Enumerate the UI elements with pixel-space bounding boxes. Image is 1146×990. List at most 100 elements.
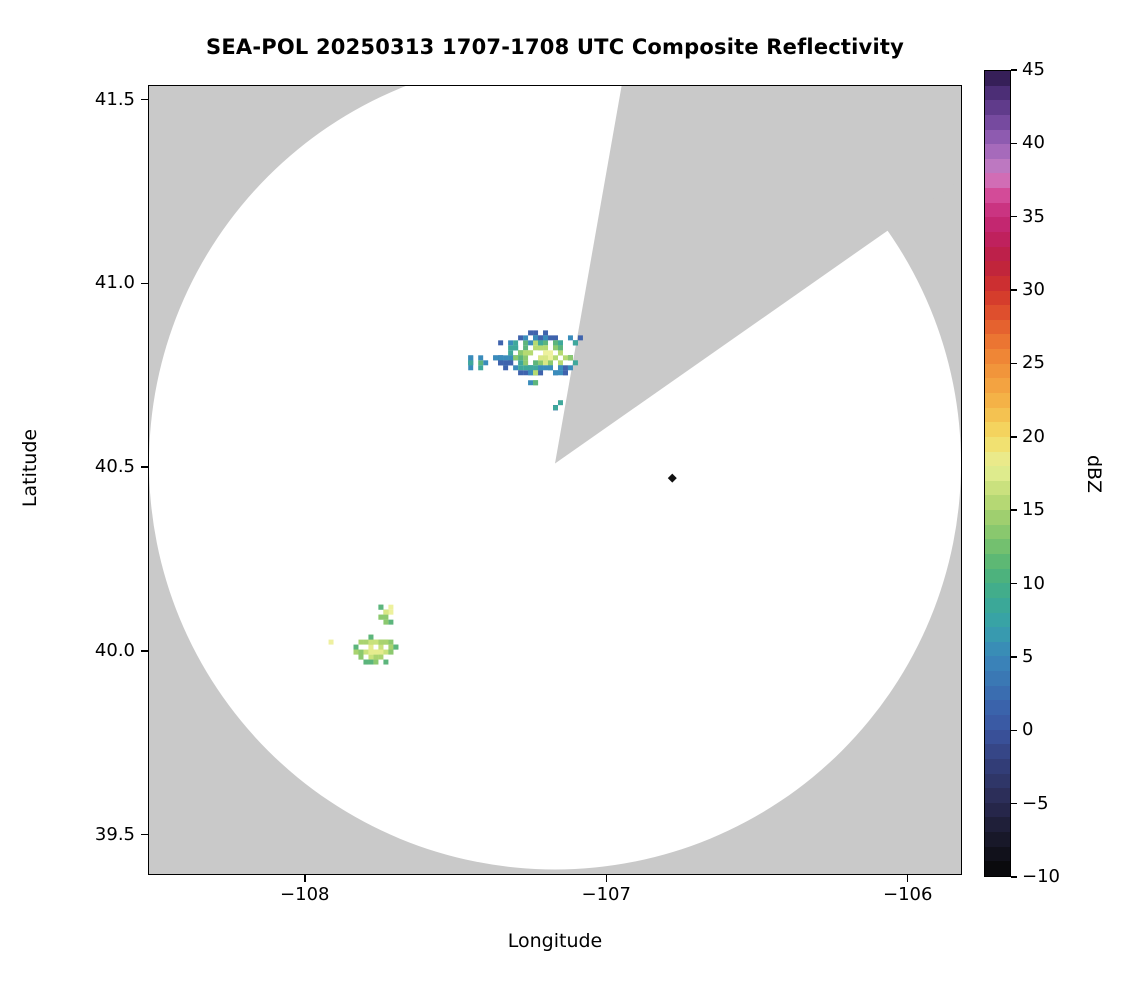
echo-cell xyxy=(468,360,474,366)
colorbar-tick-mark xyxy=(1011,436,1017,438)
colorbar-band xyxy=(985,845,1010,862)
colorbar-band xyxy=(985,201,1010,218)
echo-cell xyxy=(378,644,384,650)
echo-cell xyxy=(572,340,578,346)
echo-cell xyxy=(557,400,563,406)
echo-cell xyxy=(538,335,544,341)
colorbar-band xyxy=(985,84,1010,101)
echo-cell xyxy=(572,360,578,366)
echo-cell xyxy=(518,335,524,341)
echo-cell xyxy=(328,639,334,645)
echo-cell xyxy=(543,355,549,361)
echo-cell xyxy=(378,639,384,645)
colorbar-tick-mark xyxy=(1011,876,1017,878)
colorbar-band xyxy=(985,142,1010,159)
echo-cell xyxy=(557,365,563,371)
colorbar-band xyxy=(985,71,1010,86)
echo-cell xyxy=(538,340,544,346)
colorbar-band xyxy=(985,772,1010,789)
echo-cell xyxy=(538,360,544,366)
colorbar-band xyxy=(985,333,1010,350)
colorbar-band xyxy=(985,391,1010,408)
echo-cell xyxy=(557,350,563,356)
echo-cell xyxy=(557,370,563,376)
x-tick-label: −107 xyxy=(581,884,631,905)
colorbar-band xyxy=(985,303,1010,320)
echo-cell xyxy=(538,345,544,351)
colorbar-tick-label: 10 xyxy=(1022,572,1045,594)
echo-cell xyxy=(523,370,529,376)
echo-cell xyxy=(368,644,374,650)
colorbar-band xyxy=(985,99,1010,115)
echo-cell xyxy=(378,614,384,620)
colorbar-band xyxy=(985,464,1010,481)
echo-cell xyxy=(508,345,514,351)
echo-cell xyxy=(498,340,504,346)
echo-cell xyxy=(478,365,484,371)
echo-cell xyxy=(523,345,529,351)
colorbar-tick-label: 30 xyxy=(1022,279,1045,301)
echo-cell xyxy=(508,360,514,366)
colorbar-band xyxy=(985,728,1010,745)
colorbar-band xyxy=(985,186,1010,203)
echo-cell xyxy=(388,604,394,610)
colorbar-band xyxy=(985,347,1010,364)
colorbar-tick-mark xyxy=(1011,582,1017,585)
colorbar-tick-label: −5 xyxy=(1022,792,1049,814)
echo-cell xyxy=(553,340,558,346)
colorbar-tick-label: 15 xyxy=(1022,499,1045,521)
echo-cell xyxy=(577,335,583,341)
echo-cell xyxy=(498,355,504,361)
echo-cell xyxy=(383,649,389,655)
echo-cell xyxy=(478,355,484,361)
colorbar-band xyxy=(985,230,1010,247)
echo-cell xyxy=(368,659,374,665)
y-tick-mark xyxy=(141,282,148,285)
colorbar-tick-label: 20 xyxy=(1022,425,1045,447)
y-tick-label: 41.0 xyxy=(94,272,135,294)
colorbar-band xyxy=(985,479,1010,496)
colorbar-tick-mark xyxy=(1011,142,1017,145)
colorbar-band xyxy=(985,552,1010,569)
colorbar-band xyxy=(985,538,1010,554)
echo-cell xyxy=(353,649,359,655)
x-axis-label: Longitude xyxy=(507,930,603,952)
colorbar-band xyxy=(985,260,1010,276)
echo-cell xyxy=(548,355,554,361)
echo-cell xyxy=(528,330,534,336)
echo-cell xyxy=(508,340,514,346)
colorbar-band xyxy=(985,611,1010,628)
echo-cell xyxy=(498,360,504,366)
colorbar-tick-mark xyxy=(1011,729,1017,732)
colorbar-band xyxy=(985,450,1010,467)
echo-cell xyxy=(383,639,389,645)
echo-cell xyxy=(388,639,394,645)
echo-cell xyxy=(358,654,364,660)
colorbar-band xyxy=(985,406,1010,423)
echo-cell xyxy=(533,345,539,351)
echo-cell xyxy=(518,365,524,371)
echo-cell xyxy=(562,355,568,361)
echo-cell xyxy=(508,350,514,356)
echo-cell xyxy=(557,345,563,351)
colorbar-band xyxy=(985,625,1010,642)
echo-cell xyxy=(543,345,549,351)
echo-cell xyxy=(533,380,539,386)
echo-cell xyxy=(378,604,384,610)
echo-cell xyxy=(508,355,514,361)
site-marker-diamond xyxy=(667,473,677,483)
y-tick-label: 40.5 xyxy=(94,456,135,478)
echo-cell xyxy=(528,365,534,371)
colorbar-band xyxy=(985,684,1010,701)
colorbar-band xyxy=(985,508,1010,525)
echo-cell xyxy=(388,609,394,615)
echo-cell xyxy=(363,639,369,645)
x-tick-mark xyxy=(906,875,909,882)
colorbar-band xyxy=(985,377,1010,393)
echo-cell xyxy=(548,360,554,366)
echo-cell xyxy=(553,335,558,341)
echo-cell xyxy=(373,654,379,660)
echo-cell xyxy=(513,345,519,351)
echo-cell xyxy=(373,659,379,665)
echo-cell xyxy=(358,639,364,645)
